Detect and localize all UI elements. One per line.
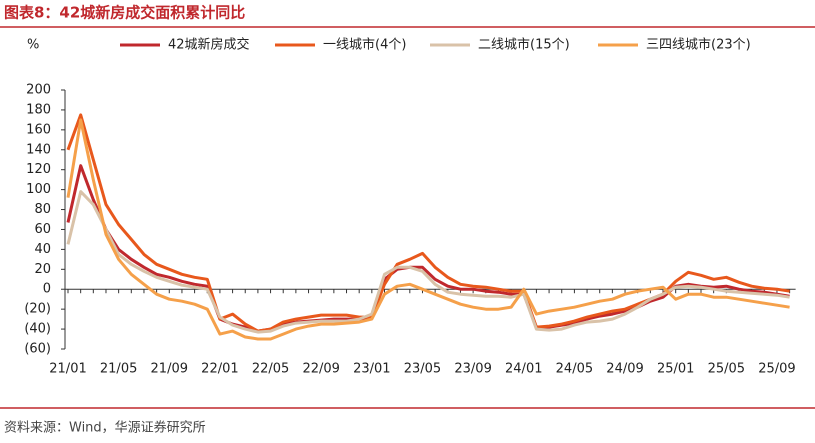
y-tick-label: 20	[34, 262, 51, 277]
y-tick-label: 80	[34, 202, 51, 217]
x-tick-label: 21/09	[151, 362, 188, 377]
x-tick-label: 21/01	[49, 362, 86, 377]
x-tick-label: 24/01	[505, 362, 542, 377]
series-line	[66, 164, 790, 333]
series-line	[66, 118, 790, 341]
source: 资料来源：Wind，华源证券研究所	[4, 420, 206, 436]
legend-label: 一线城市(4个)	[323, 37, 406, 53]
x-tick-label: 24/09	[606, 362, 643, 377]
y-tick-label: 200	[26, 83, 51, 98]
x-tick-label: 23/09	[454, 362, 491, 377]
y-tick-label: (40)	[24, 322, 51, 337]
x-tick-label: 24/05	[556, 362, 593, 377]
series-line	[66, 113, 790, 333]
x-tick-label: 22/01	[201, 362, 238, 377]
x-tick-label: 21/05	[100, 362, 137, 377]
legend-label: 42城新房成交	[168, 37, 250, 53]
legend-label: 三四线城市(23个)	[646, 37, 751, 53]
x-tick-label: 22/09	[302, 362, 339, 377]
legend-label: 二线城市(15个)	[478, 37, 570, 53]
x-tick-label: 23/01	[353, 362, 390, 377]
y-tick-label: 100	[26, 182, 51, 197]
x-tick-label: 22/05	[252, 362, 289, 377]
series-line	[66, 190, 790, 334]
y-tick-label: (20)	[24, 302, 51, 317]
chart-title: 图表8：42城新房成交面积累计同比	[4, 4, 245, 22]
y-axis-label: %	[27, 38, 39, 53]
y-tick-label: (60)	[24, 342, 51, 357]
x-tick-label: 25/05	[708, 362, 745, 377]
y-tick-label: 160	[26, 122, 51, 137]
y-tick-label: 0	[43, 282, 51, 297]
y-tick-label: 180	[26, 102, 51, 117]
x-tick-label: 23/05	[404, 362, 441, 377]
y-tick-label: 60	[34, 222, 51, 237]
y-tick-label: 120	[26, 162, 51, 177]
x-tick-label: 25/09	[758, 362, 795, 377]
x-tick-label: 25/01	[657, 362, 694, 377]
y-tick-label: 40	[34, 242, 51, 257]
y-tick-label: 140	[26, 142, 51, 157]
